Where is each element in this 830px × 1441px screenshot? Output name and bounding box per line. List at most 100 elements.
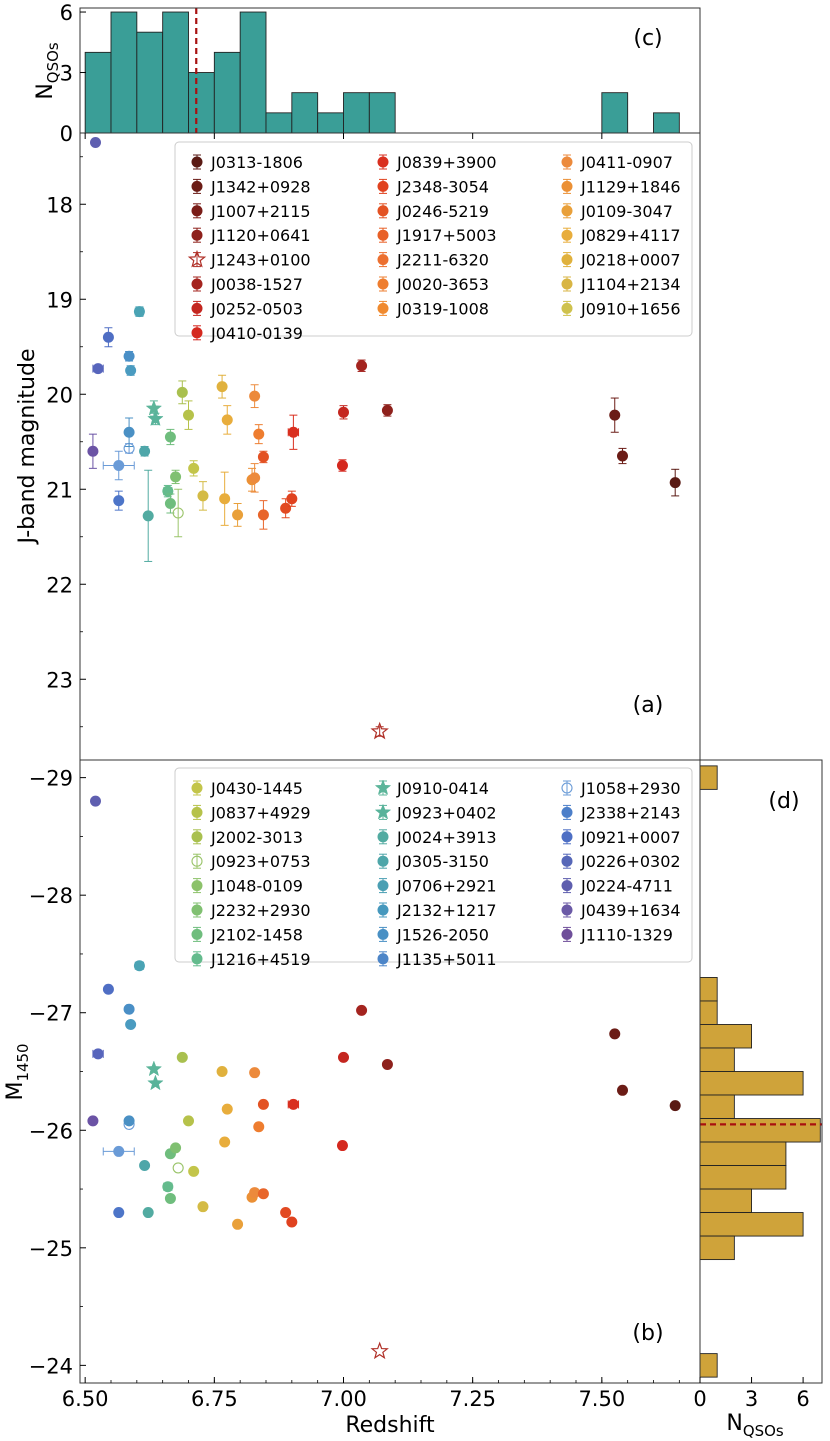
legend-marker — [561, 831, 573, 843]
x-tick-label: 3 — [745, 1387, 758, 1411]
quasar-m1450-marker — [176, 1051, 188, 1063]
legend-entry-j1104p2134: J1104+2134 — [580, 275, 681, 294]
legend-entry-j0923p0402: J0923+0402 — [396, 803, 497, 822]
legend-marker — [191, 156, 203, 168]
legend-marker — [191, 953, 203, 965]
legend-entry-j1917p5003: J1917+5003 — [396, 226, 497, 245]
legend-entry-j1243p0100: J1243+0100 — [210, 251, 311, 270]
x-axis-label: Redshift — [345, 1413, 435, 1438]
hist-bar-horizontal — [699, 1188, 752, 1214]
x-tick-label: 6.75 — [191, 1387, 238, 1411]
legend-marker — [377, 156, 389, 168]
panel-label-a: (a) — [633, 693, 664, 718]
quasar-j-star-marker — [147, 410, 164, 426]
quasar-j-marker — [133, 306, 145, 318]
legend-open-marker — [561, 782, 573, 794]
legend-entry-j2348m3054: J2348-3054 — [396, 177, 489, 196]
legend-entry-j1129p1846: J1129+1846 — [580, 177, 681, 196]
legend-entry-j0109m3047: J0109-3047 — [580, 202, 673, 221]
quasar-m1450-marker — [92, 1048, 104, 1060]
x-tick-label: 7.25 — [449, 1387, 496, 1411]
quasar-m1450-marker — [617, 1084, 628, 1096]
legend-entry-j1216p4519: J1216+4519 — [210, 950, 311, 969]
legend-entry-j0923p0753: J0923+0753 — [210, 852, 311, 871]
quasar-j-marker — [92, 363, 104, 375]
y-axis-label-b-subscript: 1450 — [14, 1043, 32, 1081]
hist-bar — [601, 92, 629, 134]
panel-d-frame — [699, 759, 823, 1384]
quasar-m1450-marker — [669, 1100, 681, 1112]
quasar-j-marker — [286, 493, 298, 505]
panel-d-m1450-histogram: 0 3 6 NQSOs (d) — [693, 759, 823, 1440]
panel-label-b: (b) — [632, 1321, 663, 1346]
legend-entry-j0224m4711: J0224-4711 — [580, 877, 673, 896]
quasar-j-marker — [162, 485, 174, 497]
legend-entry-j0313m1806: J0313-1806 — [210, 153, 303, 172]
quasar-m1450-marker — [286, 1216, 298, 1228]
y-axis-label-c: NQSOs — [33, 42, 62, 99]
quasar-m1450-marker — [253, 1121, 265, 1133]
hist-bar-horizontal — [699, 1094, 735, 1119]
legend-marker — [191, 782, 203, 794]
legend-marker — [377, 904, 389, 916]
hist-bar — [291, 92, 319, 134]
legend-entry-j1120p0641: J1120+0641 — [210, 226, 311, 245]
quasar-m1450-marker — [125, 1018, 137, 1030]
quasar-m1450-marker — [102, 983, 114, 995]
panel-b-m1450-scatter: −29 −28 −27 −26 −25 −24 6.50 6.75 7.00 7.25 7.50 Re… — [3, 133, 701, 1438]
legend-entry-j1048m0109: J1048-0109 — [210, 877, 303, 896]
quasar-j-marker — [139, 445, 151, 457]
legend-entry-j2232p2930: J2232+2930 — [210, 901, 311, 920]
legend-marker — [191, 205, 203, 217]
hist-bar — [188, 72, 215, 134]
quasar-m1450-marker — [216, 1066, 228, 1077]
legend-marker — [561, 904, 573, 916]
legend-entry-j1058p2930: J1058+2930 — [580, 779, 681, 798]
quasar-m1450-marker — [221, 1103, 233, 1115]
legend-star-marker — [374, 803, 392, 820]
legend-entry-j2002m3013: J2002-3013 — [210, 828, 303, 847]
quasar-m1450-marker — [164, 1192, 176, 1204]
legend-marker — [191, 880, 203, 892]
quasar-j-marker — [609, 409, 621, 421]
quasar-m1450-marker — [338, 1051, 349, 1063]
legend-entry-j0706p2921: J0706+2921 — [396, 877, 497, 896]
hist-bar-horizontal — [699, 1212, 804, 1237]
y-tick-label: −24 — [29, 1354, 73, 1378]
legend-marker — [377, 928, 389, 940]
quasar-m1450-marker — [219, 1136, 231, 1148]
x-axis-label-d-subscript: QSOs — [743, 1422, 784, 1440]
legend-marker — [561, 302, 573, 314]
quasar-j-marker — [381, 404, 393, 416]
hist-bar-horizontal — [699, 1047, 735, 1072]
panel-c-redshift-histogram: 0 3 6 NQSOs (c) — [33, 1, 701, 146]
x-tick-label: 7.50 — [578, 1387, 625, 1411]
quasar-j-marker — [188, 462, 200, 474]
quasar-m1450-open-marker — [172, 1162, 184, 1174]
legend-marker — [191, 180, 203, 192]
quasar-m1450-marker — [123, 1003, 135, 1015]
y-axis-label-c-base: N — [33, 83, 58, 99]
quasar-m1450-marker — [609, 1028, 621, 1040]
quasar-j-open-marker — [172, 507, 184, 519]
legend-marker — [377, 831, 389, 843]
legend-b-box — [174, 767, 693, 963]
quasar-m1450-marker — [197, 1201, 209, 1213]
legend-entry-j1342p0928: J1342+0928 — [210, 177, 311, 196]
legend-marker — [561, 205, 573, 217]
quasar-j-marker — [356, 360, 368, 372]
hist-bar — [136, 31, 164, 134]
legend-entry-j0411m0907: J0411-0907 — [580, 153, 673, 172]
panel-a-j-band-scatter: 18 19 20 21 22 23 J-band magnitude (a) J0313-180… — [15, 132, 701, 761]
hist-bar — [317, 112, 344, 134]
legend-marker — [561, 880, 573, 892]
hist-bar-horizontal — [699, 1165, 787, 1190]
y-tick-label: −28 — [29, 884, 73, 908]
legend-marker — [561, 278, 573, 290]
quasar-j-marker — [232, 509, 244, 521]
y-axis-label-b-base: M — [3, 1082, 28, 1101]
hist-bar — [239, 11, 267, 134]
hist-bar — [265, 112, 293, 134]
legend-marker — [561, 229, 573, 241]
legend-marker — [377, 180, 389, 192]
